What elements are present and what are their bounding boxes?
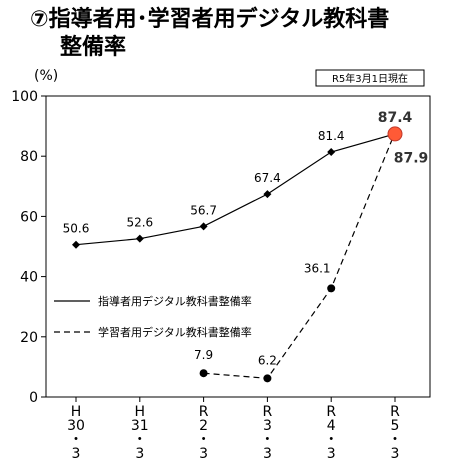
data-label: 67.4 — [254, 171, 281, 185]
x-tick-label: 31 — [131, 418, 149, 434]
x-tick-label: 3 — [199, 446, 208, 462]
x-tick-label: ・ — [388, 432, 402, 448]
date-badge-box — [315, 69, 425, 87]
chart-title-line1: ⑦指導者用･学習者用デジタル教科書 — [30, 7, 390, 32]
x-tick-label: ・ — [69, 432, 83, 448]
data-label: 6.2 — [258, 353, 277, 367]
x-tick-label: R — [199, 404, 209, 420]
y-tick-label: 40 — [20, 270, 38, 286]
x-tick-label: R — [263, 404, 273, 420]
series-lines — [75, 132, 396, 379]
chart-title: ⑦指導者用･学習者用デジタル教科書 整備率 — [30, 6, 470, 62]
y-tick-label: 0 — [29, 390, 38, 406]
circle-marker — [199, 369, 208, 378]
data-label: 87.9 — [394, 150, 429, 166]
x-tick-label: 3 — [72, 446, 81, 462]
chart-title-line2: 整備率 — [60, 35, 127, 60]
x-tick-label: 3 — [263, 418, 272, 434]
legend-label: 学習者用デジタル教科書整備率 — [98, 325, 252, 339]
data-label: 36.1 — [304, 261, 331, 275]
x-tick-label: H — [71, 404, 82, 420]
x-tick-label: 2 — [199, 418, 208, 434]
diamond-marker — [327, 147, 336, 156]
data-label: 52.6 — [126, 216, 153, 230]
diamond-marker — [72, 240, 80, 249]
x-tick-label: 3 — [391, 446, 400, 462]
circle-marker — [327, 284, 336, 293]
diamond-marker — [135, 234, 144, 243]
data-label: 56.7 — [190, 203, 217, 217]
y-tick-label: 100 — [11, 89, 38, 105]
x-tick-label: 3 — [263, 446, 272, 462]
y-axis-ticks: 0 20 40 60 80 100 — [11, 89, 46, 406]
data-label: 81.4 — [318, 129, 345, 143]
x-tick-label: 30 — [67, 418, 85, 434]
plot-frame — [45, 95, 431, 398]
y-axis-label: (%) — [34, 68, 58, 84]
data-label: 87.4 — [378, 110, 413, 126]
x-tick-label: R — [326, 404, 336, 420]
x-tick-label: 4 — [327, 418, 336, 434]
x-tick-label: ・ — [324, 432, 338, 448]
x-tick-label: 3 — [327, 446, 336, 462]
data-label: 7.9 — [194, 348, 213, 362]
series-line-1 — [75, 133, 396, 246]
x-tick-label: 3 — [135, 446, 144, 462]
y-tick-label: 80 — [20, 149, 38, 165]
series-line-2 — [203, 132, 396, 379]
data-labels: 50.6 52.6 56.7 67.4 81.4 87.4 7.9 6.2 36.1 87.9 — [63, 110, 429, 367]
highlight-marker — [387, 126, 403, 142]
date-badge: R5年3月1日現在 — [315, 69, 425, 87]
chart-axes: (%) — [34, 68, 431, 398]
circle-marker — [263, 374, 272, 383]
x-tick-label: ・ — [133, 432, 147, 448]
x-tick-label: ・ — [260, 432, 274, 448]
diamond-marker — [199, 222, 208, 231]
data-label: 50.6 — [63, 222, 90, 236]
x-tick-label: H — [135, 404, 146, 420]
x-tick-label: 5 — [391, 418, 400, 434]
series-markers — [72, 126, 403, 383]
diamond-marker — [263, 190, 272, 199]
date-badge-text: R5年3月1日現在 — [332, 72, 408, 85]
y-tick-label: 60 — [20, 209, 38, 225]
y-tick-label: 20 — [20, 330, 38, 346]
x-tick-label: ・ — [197, 432, 211, 448]
legend-label: 指導者用デジタル教科書整備率 — [98, 294, 252, 308]
x-tick-label: R — [390, 404, 400, 420]
